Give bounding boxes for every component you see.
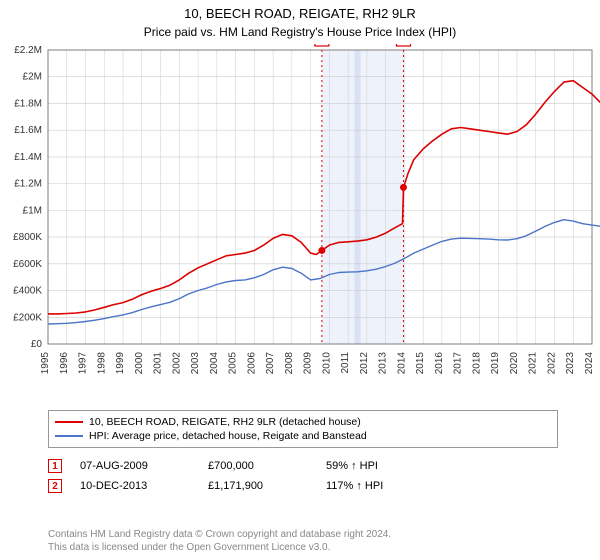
- sale-marker: 1: [48, 459, 62, 473]
- svg-text:2018: 2018: [471, 352, 482, 375]
- sale-price: £1,171,900: [208, 480, 308, 492]
- legend-swatch: [55, 421, 83, 423]
- svg-text:2016: 2016: [434, 352, 445, 375]
- svg-text:£1.4M: £1.4M: [14, 152, 42, 163]
- svg-text:1997: 1997: [78, 352, 89, 375]
- svg-text:2013: 2013: [378, 352, 389, 375]
- svg-text:2001: 2001: [153, 352, 164, 375]
- svg-text:1999: 1999: [115, 352, 126, 375]
- page: 10, BEECH ROAD, REIGATE, RH2 9LR Price p…: [0, 0, 600, 560]
- sale-marker: 2: [48, 479, 62, 493]
- svg-text:2005: 2005: [228, 352, 239, 375]
- svg-text:£200K: £200K: [13, 312, 42, 323]
- legend-label: HPI: Average price, detached house, Reig…: [89, 430, 367, 442]
- svg-text:2017: 2017: [453, 352, 464, 375]
- svg-text:2020: 2020: [509, 352, 520, 375]
- svg-text:1995: 1995: [40, 352, 51, 375]
- svg-text:2014: 2014: [396, 352, 407, 375]
- page-title: 10, BEECH ROAD, REIGATE, RH2 9LR: [0, 0, 600, 23]
- sale-date: 07-AUG-2009: [80, 460, 190, 472]
- sale-date: 10-DEC-2013: [80, 480, 190, 492]
- svg-text:£2M: £2M: [23, 72, 42, 83]
- legend-item: 10, BEECH ROAD, REIGATE, RH2 9LR (detach…: [55, 415, 551, 429]
- svg-text:2024: 2024: [584, 352, 595, 375]
- page-subtitle: Price paid vs. HM Land Registry's House …: [0, 23, 600, 39]
- svg-text:2012: 2012: [359, 352, 370, 375]
- sale-row: 2 10-DEC-2013 £1,171,900 117% ↑ HPI: [48, 476, 558, 496]
- svg-text:£1.6M: £1.6M: [14, 125, 42, 136]
- svg-text:2008: 2008: [284, 352, 295, 375]
- svg-text:£2.2M: £2.2M: [14, 45, 42, 56]
- svg-text:£600K: £600K: [13, 259, 42, 270]
- svg-text:2007: 2007: [265, 352, 276, 375]
- svg-text:2004: 2004: [209, 352, 220, 375]
- svg-text:£1.8M: £1.8M: [14, 98, 42, 109]
- svg-text:2022: 2022: [546, 352, 557, 375]
- legend-swatch: [55, 435, 83, 437]
- svg-text:2011: 2011: [340, 352, 351, 374]
- svg-text:£1.2M: £1.2M: [14, 179, 42, 190]
- svg-text:2019: 2019: [490, 352, 501, 375]
- svg-text:1: 1: [319, 44, 325, 46]
- svg-text:2000: 2000: [134, 352, 145, 375]
- sales-table: 1 07-AUG-2009 £700,000 59% ↑ HPI 2 10-DEC-201…: [48, 456, 558, 496]
- sale-hpi: 117% ↑ HPI: [326, 480, 446, 492]
- svg-text:£0: £0: [31, 339, 43, 350]
- svg-text:2023: 2023: [565, 352, 576, 375]
- sale-hpi: 59% ↑ HPI: [326, 460, 446, 472]
- svg-text:2002: 2002: [171, 352, 182, 375]
- data-attribution: Contains HM Land Registry data © Crown c…: [48, 528, 391, 554]
- price-chart: £0 £200K £400K £600K £800K £1M £1.2M £1.4M £1.6M…: [0, 44, 600, 404]
- sale-price: £700,000: [208, 460, 308, 472]
- svg-text:2003: 2003: [190, 352, 201, 375]
- chart-legend: 10, BEECH ROAD, REIGATE, RH2 9LR (detach…: [48, 410, 558, 448]
- svg-text:£1M: £1M: [23, 205, 42, 216]
- attribution-line: This data is licensed under the Open Gov…: [48, 541, 391, 554]
- legend-label: 10, BEECH ROAD, REIGATE, RH2 9LR (detach…: [89, 416, 361, 428]
- svg-text:£800K: £800K: [13, 232, 42, 243]
- svg-text:2009: 2009: [303, 352, 314, 375]
- svg-text:1996: 1996: [59, 352, 70, 375]
- svg-text:2010: 2010: [321, 352, 332, 375]
- svg-text:2006: 2006: [246, 352, 257, 375]
- svg-text:2021: 2021: [528, 352, 539, 375]
- svg-text:1998: 1998: [96, 352, 107, 375]
- svg-text:2015: 2015: [415, 352, 426, 375]
- svg-text:2: 2: [401, 44, 407, 46]
- svg-text:£400K: £400K: [13, 286, 42, 297]
- sale-row: 1 07-AUG-2009 £700,000 59% ↑ HPI: [48, 456, 558, 476]
- attribution-line: Contains HM Land Registry data © Crown c…: [48, 528, 391, 541]
- legend-item: HPI: Average price, detached house, Reig…: [55, 429, 551, 443]
